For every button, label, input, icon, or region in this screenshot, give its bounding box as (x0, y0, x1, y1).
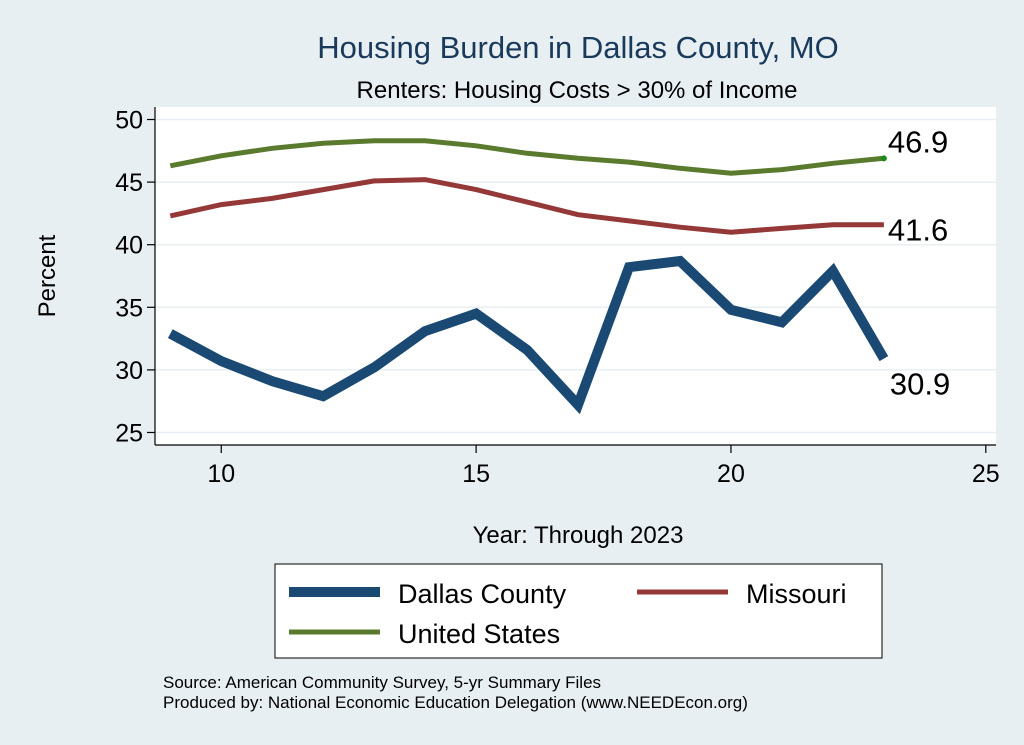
source-note: Source: American Community Survey, 5-yr … (163, 673, 601, 692)
x-tick-label: 25 (972, 460, 1000, 488)
legend-box (274, 563, 883, 659)
series-line-dallas-county (167, 255, 889, 415)
y-tick-label: 45 (115, 169, 143, 197)
y-axis-title: Percent (34, 234, 61, 317)
y-axis-ticks: 25 30 35 40 45 50 (115, 107, 155, 447)
y-tick-label: 25 (115, 419, 143, 447)
end-label-dallas-county: 30.9 (890, 367, 950, 402)
series-line-united-states (169, 138, 885, 176)
x-axis-title: Year: Through 2023 (473, 522, 684, 549)
gridlines (155, 118, 996, 434)
y-tick-label: 40 (115, 232, 143, 260)
series-line-missouri (169, 177, 884, 235)
x-tick-label: 10 (207, 460, 235, 488)
chart-subtitle: Renters: Housing Costs > 30% of Income (357, 77, 798, 104)
legend-label-dallas-county: Dallas County (398, 579, 567, 609)
x-tick-label: 15 (462, 460, 490, 488)
producer-note: Produced by: National Economic Education… (163, 693, 748, 712)
series-group (167, 138, 889, 415)
y-tick-label: 50 (115, 107, 143, 135)
chart-title: Housing Burden in Dallas County, MO (317, 30, 839, 65)
y-tick-label: 30 (115, 357, 143, 385)
legend-label-united-states: United States (398, 619, 560, 649)
end-label-united-states: 46.9 (888, 124, 948, 159)
legend: Dallas County Missouri United States (274, 563, 883, 659)
end-labels: 30.9 41.6 46.9 (888, 124, 950, 401)
x-tick-label: 20 (717, 460, 745, 488)
end-label-missouri: 41.6 (888, 213, 948, 248)
legend-label-missouri: Missouri (746, 579, 847, 609)
endpoint-marker-united-states (880, 155, 887, 162)
y-tick-label: 35 (115, 294, 143, 322)
x-axis-ticks: 10 15 20 25 (207, 445, 1000, 488)
